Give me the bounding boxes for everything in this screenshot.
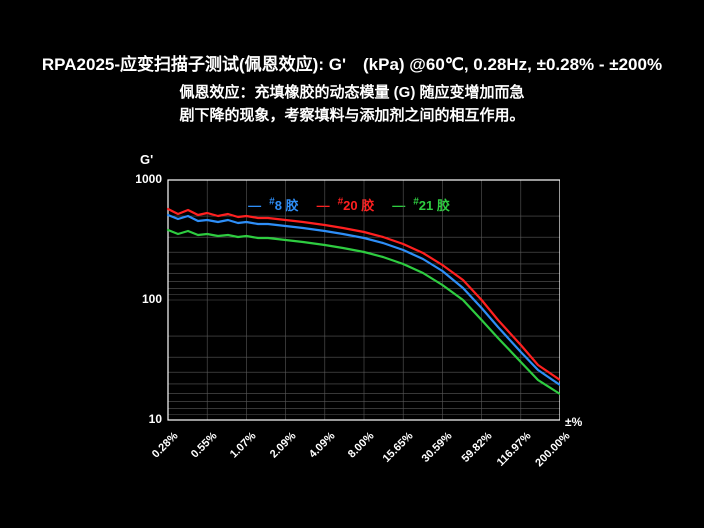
y-tick: 1000 bbox=[128, 172, 162, 186]
y-tick: 10 bbox=[128, 412, 162, 426]
subtitle-line1: 佩恩效应：充填橡胶的动态模量 (G) 随应变增加而急 bbox=[180, 84, 525, 101]
chart-title: RPA2025-应变扫描子测试(佩恩效应): G' (kPa) @60℃, 0.… bbox=[0, 50, 704, 75]
line-chart bbox=[120, 160, 560, 440]
chart-subtitle: 佩恩效应：充填橡胶的动态模量 (G) 随应变增加而急 剧下降的现象，考察填料与添… bbox=[0, 82, 704, 127]
subtitle-line2: 剧下降的现象，考察填料与添加剂之间的相互作用。 bbox=[179, 107, 524, 124]
y-tick: 100 bbox=[128, 292, 162, 306]
x-axis-label: ±% bbox=[565, 415, 582, 429]
